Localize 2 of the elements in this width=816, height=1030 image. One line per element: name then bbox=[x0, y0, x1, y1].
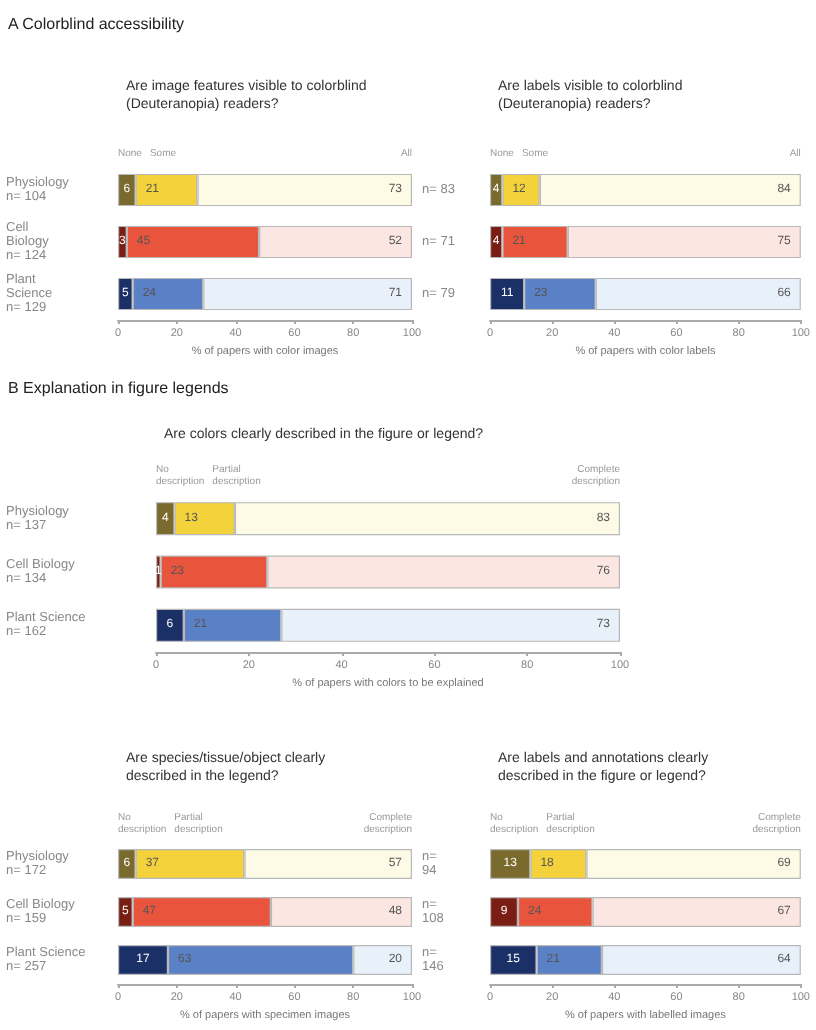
text: B Explanation in figure legends bbox=[8, 379, 229, 397]
text: A Colorblind accessibility bbox=[8, 15, 185, 33]
